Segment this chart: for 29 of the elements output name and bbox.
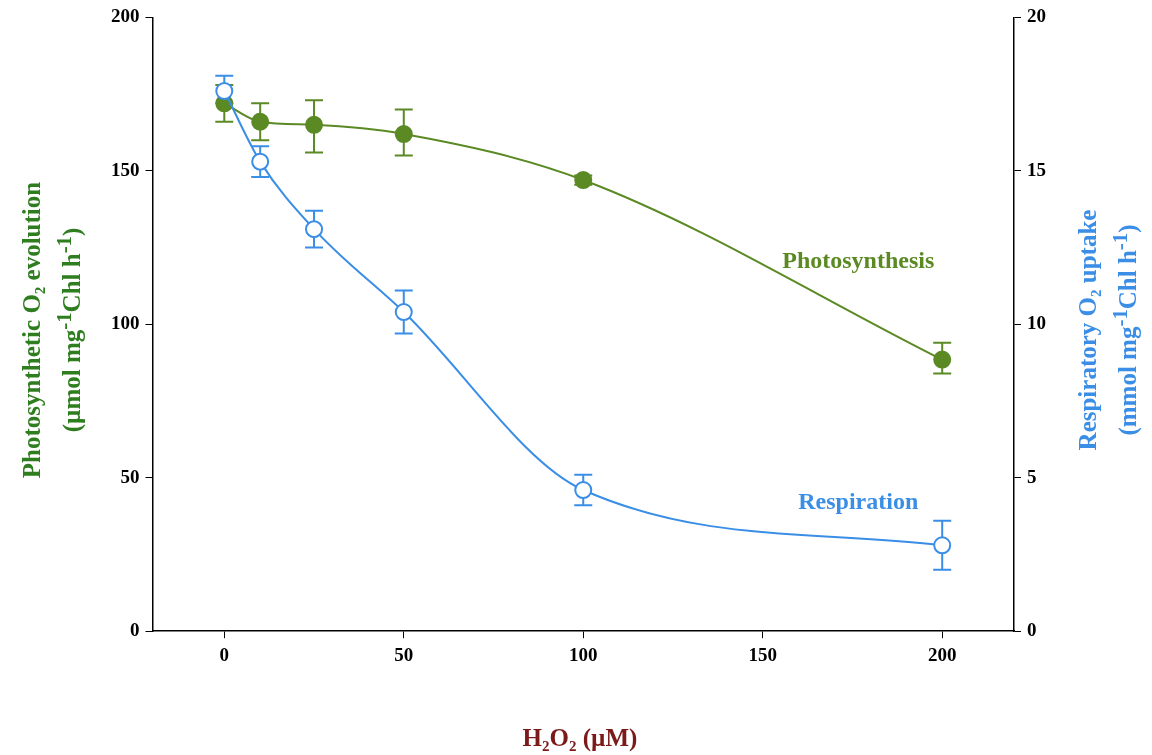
point bbox=[305, 115, 324, 134]
x-tick-label: 150 bbox=[748, 643, 777, 665]
y-tick-label: 50 bbox=[120, 465, 140, 487]
y2-tick-label: 0 bbox=[1027, 619, 1037, 641]
point bbox=[215, 82, 234, 101]
x-tick-label: 50 bbox=[394, 643, 414, 665]
x-tick-label: 0 bbox=[219, 643, 230, 665]
point bbox=[305, 220, 324, 239]
y-tick-label: 0 bbox=[130, 619, 140, 641]
y2-tick-label: 10 bbox=[1027, 312, 1046, 334]
y-tick-label: 150 bbox=[111, 158, 140, 180]
x-tick-label: 100 bbox=[569, 643, 598, 665]
point bbox=[394, 303, 413, 322]
series-label: Photosynthesis bbox=[782, 247, 935, 274]
x-axis-title: H₂O₂ (µM) bbox=[522, 723, 638, 753]
point bbox=[574, 171, 593, 190]
point bbox=[574, 481, 593, 500]
point bbox=[933, 350, 952, 369]
series-label: Respiration bbox=[798, 488, 919, 515]
point bbox=[394, 125, 413, 144]
y-tick-label: 200 bbox=[111, 5, 140, 27]
y2-tick-label: 20 bbox=[1027, 5, 1046, 27]
y2-tick-label: 5 bbox=[1027, 465, 1037, 487]
y2-tick-label: 15 bbox=[1027, 158, 1046, 180]
point bbox=[251, 112, 270, 131]
y-tick-label: 100 bbox=[111, 312, 140, 334]
x-tick-label: 200 bbox=[927, 643, 957, 665]
point bbox=[933, 536, 952, 555]
point bbox=[251, 152, 270, 171]
